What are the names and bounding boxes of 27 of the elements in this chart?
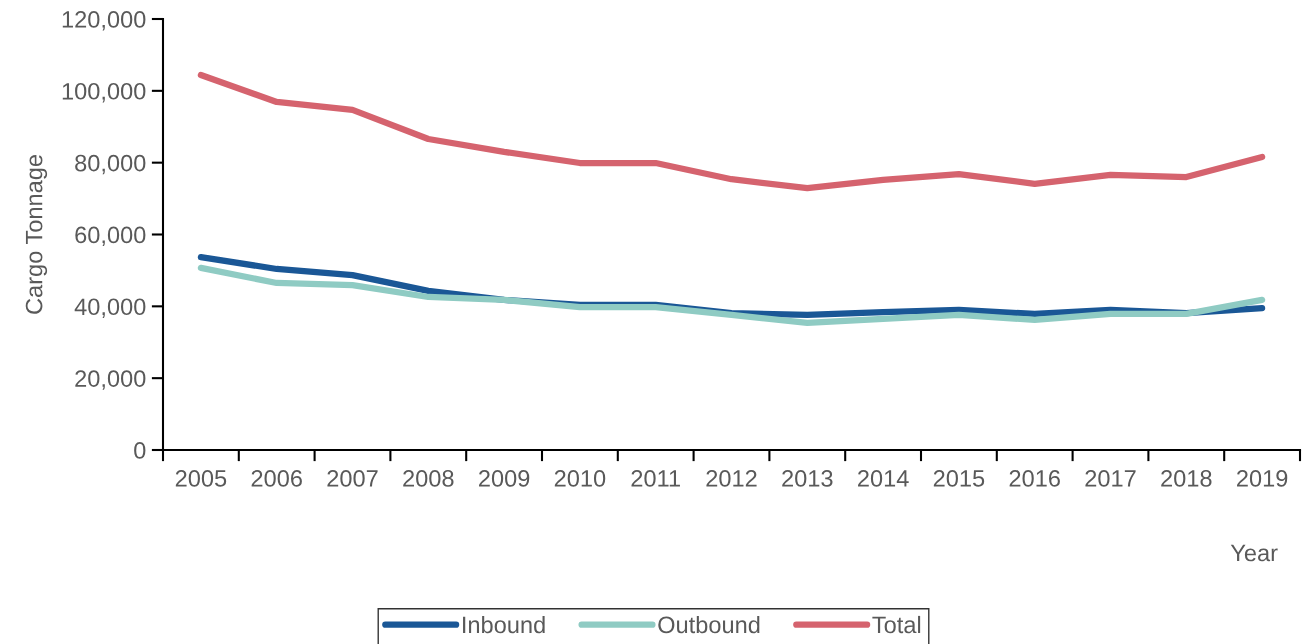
x-tick-label: 2008: [403, 470, 454, 487]
x-axis-title: Year: [1230, 544, 1278, 562]
x-tick-label: 2010: [554, 470, 606, 487]
x-tick-label: 2009: [479, 470, 530, 487]
legend-label: Outbound: [658, 615, 760, 634]
x-tick-label: 2007: [327, 470, 378, 487]
y-tick-label: 0: [134, 442, 146, 459]
x-tick-label: 2006: [251, 470, 302, 487]
x-tick-label: 2015: [933, 470, 985, 487]
y-tick-label: 100,000: [62, 82, 146, 103]
y-tick-label: 120,000: [62, 11, 146, 31]
legend-label: Total: [872, 615, 921, 634]
y-axis-title: Cargo Tonnage: [25, 155, 48, 314]
x-tick-label: 2014: [858, 470, 909, 487]
y-tick-label: 60,000: [75, 226, 146, 247]
x-tick-label: 2018: [1161, 470, 1212, 487]
y-tick-label: 80,000: [75, 154, 146, 175]
x-tick-label: 2005: [175, 470, 227, 487]
x-tick-label: 2016: [1009, 470, 1060, 487]
x-tick-label: 2019: [1237, 470, 1288, 487]
x-tick-label: 2013: [782, 470, 833, 487]
legend-label: Inbound: [463, 615, 545, 634]
x-tick-label: 2012: [706, 470, 757, 487]
x-tick-label: 2017: [1085, 470, 1136, 487]
y-tick-label: 40,000: [74, 298, 146, 318]
y-tick-label: 20,000: [75, 370, 146, 390]
x-tick-label: 2011: [631, 470, 680, 487]
